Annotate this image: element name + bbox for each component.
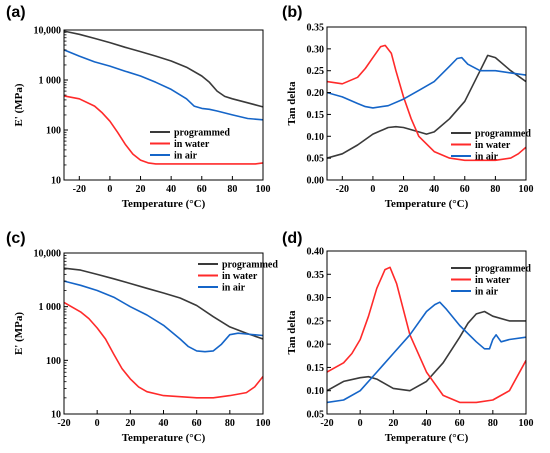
x-tick-label: 80 xyxy=(488,418,498,429)
series-line-in-water xyxy=(327,266,526,404)
y-tick-label: 0.05 xyxy=(307,154,325,165)
y-tick-label: 100 xyxy=(46,126,61,137)
y-tick-label: 0.30 xyxy=(307,44,325,55)
legend-label: in water xyxy=(222,271,258,282)
plot-frame xyxy=(326,26,527,181)
y-tick-label: 0.25 xyxy=(307,316,325,327)
x-tick-label: 20 xyxy=(399,184,409,195)
y-tick-label: 0.35 xyxy=(307,23,325,34)
chart-panel-2: (b) -20 0 20 40 60 80 100 0.00 0.05 0.10 0.15 0.20 0.… xyxy=(282,4,534,210)
y-tick-label: 0.40 xyxy=(307,247,325,258)
chart-panel-3: (c) -20 0 20 40 60 80 100 10 100 1 000 10,000 Temper… xyxy=(6,230,278,444)
series-line-programmed xyxy=(64,267,263,340)
y-tick-label: 0.25 xyxy=(307,66,325,77)
legend-label: in air xyxy=(222,283,246,294)
x-tick-label: 0 xyxy=(358,418,363,429)
legend-label: in air xyxy=(475,287,499,298)
x-tick-label: 40 xyxy=(166,184,176,195)
legend-label: in water xyxy=(475,275,511,286)
y-tick-label: 0.20 xyxy=(307,340,325,351)
legend-label: in air xyxy=(475,152,499,163)
y-axis-label: Tan delta xyxy=(286,310,298,354)
y-tick-label: 100 xyxy=(46,356,61,367)
x-tick-label: 0 xyxy=(370,184,375,195)
legend-label: programmed xyxy=(475,264,531,275)
x-axis-label: Temperature (°C) xyxy=(385,198,469,210)
y-tick-label: 10 xyxy=(51,176,61,187)
x-tick-label: 20 xyxy=(136,184,146,195)
y-tick-label: 1 000 xyxy=(39,302,62,313)
x-tick-label: -20 xyxy=(320,418,333,429)
x-axis-label: Temperature (°C) xyxy=(122,432,206,444)
x-tick-label: 0 xyxy=(95,418,100,429)
x-axis-label: Temperature (°C) xyxy=(385,432,469,444)
y-axis-label: Tan delta xyxy=(286,81,298,125)
legend-label: programmed xyxy=(174,128,230,139)
x-tick-label: 100 xyxy=(519,418,534,429)
series-line-in-air xyxy=(64,49,263,121)
series-line-in-water xyxy=(327,44,526,162)
plot-frame xyxy=(63,29,264,181)
x-tick-label: -20 xyxy=(57,418,70,429)
y-tick-label: 0.00 xyxy=(307,176,325,187)
y-tick-label: 0.20 xyxy=(307,88,325,99)
x-tick-label: 60 xyxy=(192,418,202,429)
legend-label: in water xyxy=(475,140,511,151)
x-tick-label: 60 xyxy=(455,418,465,429)
y-axis-label: E' (MPa) xyxy=(13,83,25,126)
y-tick-label: 0.10 xyxy=(307,386,325,397)
panel-label: (a) xyxy=(6,4,26,21)
y-tick-label: 0.35 xyxy=(307,270,325,281)
series-line-in-air xyxy=(327,301,526,404)
series-line-in-air xyxy=(64,280,263,353)
chart-panel-4: (d) -20 0 20 40 60 80 100 0.05 0.10 0.15 0.20 0.25 0.… xyxy=(282,230,534,444)
x-tick-label: 100 xyxy=(519,184,534,195)
x-tick-label: 40 xyxy=(429,184,439,195)
series-line-in-water xyxy=(64,301,263,399)
x-tick-label: 100 xyxy=(256,184,271,195)
y-tick-label: 0.30 xyxy=(307,293,325,304)
series-line-in-water xyxy=(64,95,263,165)
y-tick-label: 1 000 xyxy=(39,76,62,87)
x-tick-label: 40 xyxy=(159,418,169,429)
y-axis-label: E' (MPa) xyxy=(13,312,25,355)
y-tick-label: 0.15 xyxy=(307,363,325,374)
y-tick-label: 0.10 xyxy=(307,132,325,143)
x-tick-label: 80 xyxy=(490,184,500,195)
x-tick-label: 20 xyxy=(125,418,135,429)
y-tick-label: 0.05 xyxy=(307,410,325,421)
panel-label: (d) xyxy=(282,230,302,247)
legend-label: in air xyxy=(174,151,198,162)
x-tick-label: 60 xyxy=(460,184,470,195)
x-axis-label: Temperature (°C) xyxy=(122,198,206,210)
y-tick-label: 10,000 xyxy=(34,26,62,37)
x-tick-label: 0 xyxy=(107,184,112,195)
y-tick-label: 10 xyxy=(51,410,61,421)
x-tick-label: 20 xyxy=(388,418,398,429)
x-tick-label: 60 xyxy=(197,184,207,195)
legend-label: programmed xyxy=(475,129,531,140)
y-tick-label: 0.15 xyxy=(307,110,325,121)
series-line-in-air xyxy=(327,56,526,109)
panel-label: (b) xyxy=(282,4,302,21)
series-line-programmed xyxy=(327,54,526,159)
chart-panel-1: (a) -20 0 20 40 60 80 100 10 100 1 000 10,000 Temper… xyxy=(6,4,271,210)
series-line-programmed xyxy=(327,310,526,392)
legend-label: programmed xyxy=(222,260,278,271)
x-tick-label: 80 xyxy=(227,184,237,195)
x-tick-label: -20 xyxy=(73,184,86,195)
x-tick-label: 80 xyxy=(225,418,235,429)
x-tick-label: -20 xyxy=(336,184,349,195)
x-tick-label: 100 xyxy=(256,418,271,429)
series-line-programmed xyxy=(64,30,263,108)
legend-label: in water xyxy=(174,139,210,150)
panel-label: (c) xyxy=(6,230,26,247)
y-tick-label: 10,000 xyxy=(34,249,62,260)
x-tick-label: 40 xyxy=(422,418,432,429)
